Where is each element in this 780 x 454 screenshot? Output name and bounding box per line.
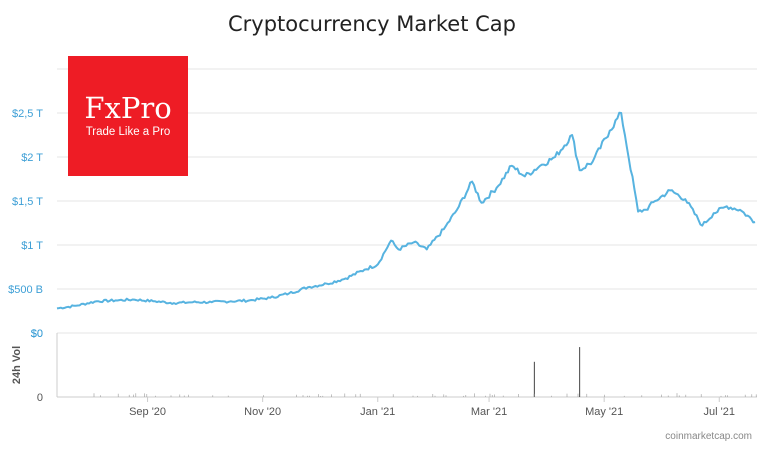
fxpro-logo-background bbox=[68, 56, 188, 176]
y-tick-label: $0 bbox=[31, 328, 43, 340]
x-tick-label: Jan '21 bbox=[360, 406, 395, 418]
x-tick-label: Sep '20 bbox=[129, 406, 166, 418]
y-tick-label: $1,5 T bbox=[12, 196, 43, 208]
y-tick-label: $1 T bbox=[21, 240, 43, 252]
volume-bars bbox=[93, 347, 757, 397]
source-credit: coinmarketcap.com bbox=[665, 431, 752, 442]
fxpro-logo: FxPro Trade Like a Pro bbox=[68, 56, 188, 176]
fxpro-logo-tagline: Trade Like a Pro bbox=[86, 126, 171, 138]
y-tick-label: $2,5 T bbox=[12, 108, 43, 120]
market-cap-line bbox=[56, 111, 756, 310]
x-tick-label: Nov '20 bbox=[244, 406, 281, 418]
x-tick-label: May '21 bbox=[585, 406, 623, 418]
y-tick-label: $500 B bbox=[8, 284, 43, 296]
volume-y-axis: $0 0 bbox=[31, 328, 43, 404]
volume-top-label: $0 bbox=[31, 328, 43, 340]
x-tick-label: Mar '21 bbox=[471, 406, 507, 418]
fxpro-logo-name: FxPro bbox=[84, 91, 171, 125]
y-axis: $0 $500 B $1 T $1,5 T $2 T $2,5 T bbox=[8, 108, 43, 340]
y-tick-label: $2 T bbox=[21, 152, 43, 164]
volume-tick-label: 0 bbox=[37, 392, 43, 404]
x-tick-label: Jul '21 bbox=[704, 406, 735, 418]
volume-label: 24h Vol bbox=[11, 346, 23, 384]
x-axis: Sep '20 Nov '20 Jan '21 Mar '21 May '21 Jul '… bbox=[129, 397, 735, 418]
chart-title: Cryptocurrency Market Cap bbox=[228, 12, 516, 36]
